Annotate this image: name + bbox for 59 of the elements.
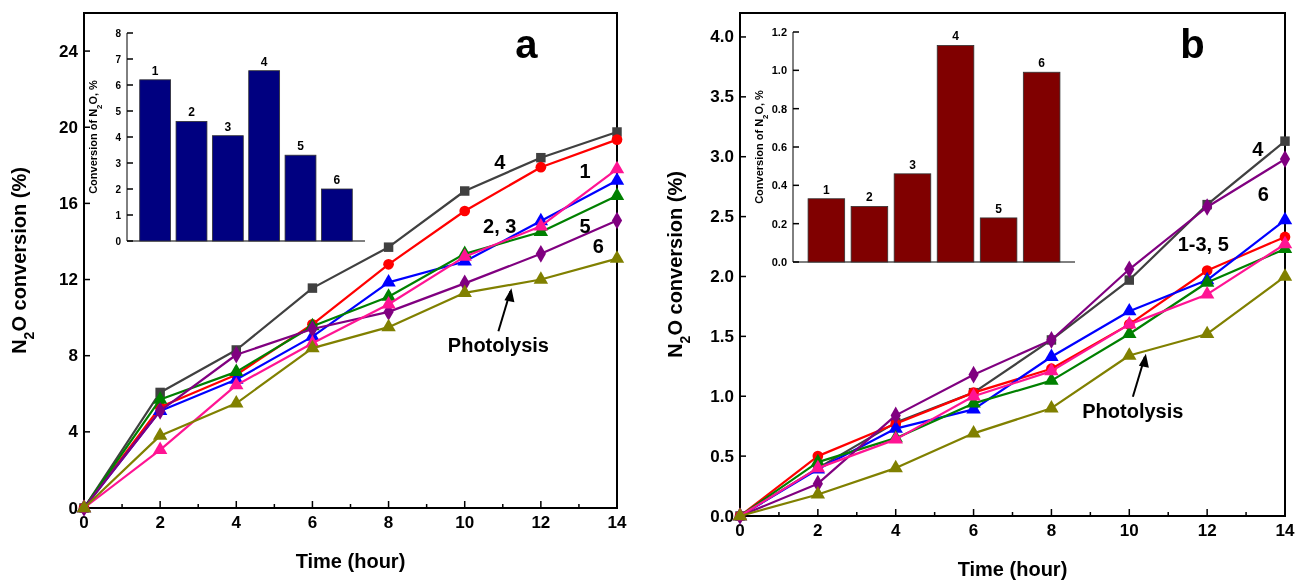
y-tick-label: 0 <box>68 498 78 518</box>
x-tick-label: 2 <box>155 513 165 532</box>
x-tick-label: 1 <box>823 182 831 197</box>
x-tick-label: 14 <box>607 513 627 532</box>
annotation: 2, 3 <box>483 214 517 237</box>
y-tick-label: 1.0 <box>771 64 787 77</box>
y-tick-label: 6 <box>115 79 122 91</box>
y-tick-label: 3.0 <box>710 147 734 167</box>
x-tick-label: 6 <box>968 521 979 540</box>
chart-title: b <box>1180 22 1205 66</box>
y-tick-label: 0 <box>115 235 122 247</box>
x-axis-title: Time (hour) <box>295 550 406 572</box>
x-tick-label: 2 <box>813 521 823 540</box>
y-tick-label: 7 <box>115 53 122 65</box>
y-tick-label: 12 <box>59 270 78 290</box>
y-tick-label: 4 <box>115 131 122 143</box>
x-tick-label: 12 <box>531 513 551 532</box>
x-tick-label: 4 <box>890 521 901 540</box>
y-tick-label: 4 <box>68 422 79 442</box>
x-tick-label: 10 <box>455 513 475 532</box>
y-tick-label: 0.6 <box>771 141 787 153</box>
x-tick-label: 8 <box>1046 521 1057 540</box>
y-tick-label: 20 <box>59 117 78 137</box>
y-tick-label: 8 <box>68 346 78 366</box>
y-tick-label: 1.2 <box>771 26 787 38</box>
y-tick-label: 1.0 <box>710 386 734 406</box>
y-tick-label: 4.0 <box>710 27 734 47</box>
y-tick-label: 1 <box>115 209 122 221</box>
y-tick-label: 2.0 <box>710 266 734 286</box>
x-tick-label: 12 <box>1197 521 1217 540</box>
y-tick-label: 24 <box>59 41 79 61</box>
x-tick-label: 14 <box>1275 521 1295 540</box>
y-tick-label: 5 <box>115 105 122 117</box>
annotation: 1-3, 5 <box>1177 233 1229 256</box>
y-tick-label: 0.2 <box>771 217 787 230</box>
annotation: 5 <box>579 214 591 237</box>
x-tick-label: 1 <box>151 63 159 78</box>
y-tick-label: 0.4 <box>771 179 788 192</box>
y-tick-label: 1.5 <box>710 326 734 346</box>
x-tick-label: 6 <box>307 513 318 532</box>
x-tick-label: 10 <box>1119 521 1139 540</box>
y-tick-label: 0.0 <box>710 506 734 526</box>
y-tick-label: 0.5 <box>710 446 734 466</box>
annotation: Photolysis <box>447 334 549 357</box>
annotation: Photolysis <box>1082 399 1184 422</box>
x-tick-label: 8 <box>383 513 394 532</box>
y-tick-label: 0.0 <box>771 256 787 268</box>
y-tick-label: 16 <box>59 193 78 213</box>
x-tick-label: 4 <box>260 54 268 69</box>
x-tick-label: 6 <box>1038 56 1046 71</box>
y-tick-label: 2.5 <box>710 207 734 227</box>
annotation: 6 <box>592 234 604 257</box>
y-tick-label: 8 <box>115 27 122 39</box>
y-tick-label: 0.8 <box>771 102 787 115</box>
chart-title: a <box>515 22 539 66</box>
x-axis-title: Time (hour) <box>957 558 1068 580</box>
x-tick-label: 4 <box>231 513 242 532</box>
y-tick-label: 3 <box>115 157 122 169</box>
y-tick-label: 3.5 <box>710 87 734 107</box>
